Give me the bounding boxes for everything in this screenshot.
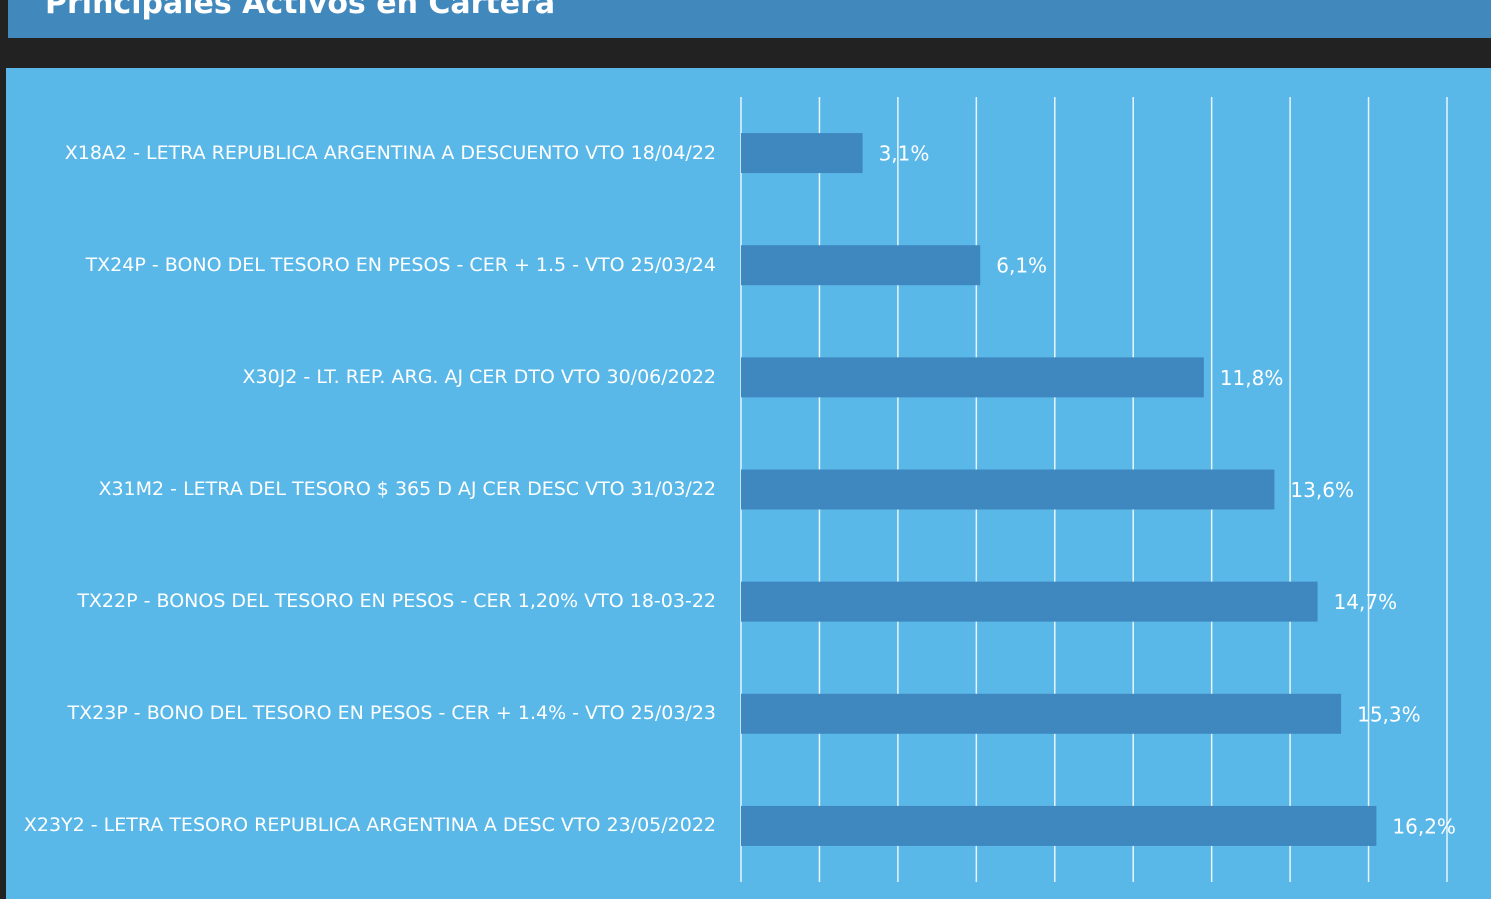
category-label-box: X31M2 - LETRA DEL TESORO $ 365 D AJ CER … bbox=[16, 433, 716, 545]
category-label-box: TX24P - BONO DEL TESORO EN PESOS - CER +… bbox=[16, 209, 716, 321]
bar bbox=[741, 805, 1377, 846]
chart-title: Principales Activos en Cartera bbox=[45, 0, 556, 21]
value-label: 13,6% bbox=[1290, 478, 1354, 502]
bar bbox=[741, 245, 981, 286]
category-label-box: TX23P - BONO DEL TESORO EN PESOS - CER +… bbox=[16, 658, 716, 770]
y-tick-label: TX23P - BONO DEL TESORO EN PESOS - CER +… bbox=[67, 702, 716, 725]
value-label: 15,3% bbox=[1357, 702, 1421, 726]
value-label: 11,8% bbox=[1220, 366, 1284, 390]
y-tick-label: X31M2 - LETRA DEL TESORO $ 365 D AJ CER … bbox=[98, 477, 716, 500]
value-label: 14,7% bbox=[1334, 590, 1398, 614]
bar bbox=[741, 357, 1204, 398]
bar bbox=[741, 693, 1342, 734]
value-label: 3,1% bbox=[879, 142, 930, 166]
y-tick-label: TX24P - BONO DEL TESORO EN PESOS - CER +… bbox=[85, 253, 716, 276]
category-label-box: TX22P - BONOS DEL TESORO EN PESOS - CER … bbox=[16, 546, 716, 658]
bar bbox=[741, 133, 863, 174]
value-label: 6,1% bbox=[996, 254, 1047, 278]
bar bbox=[741, 469, 1275, 510]
y-tick-label: TX22P - BONOS DEL TESORO EN PESOS - CER … bbox=[77, 590, 716, 613]
y-tick-label: X23Y2 - LETRA TESORO REPUBLICA ARGENTINA… bbox=[23, 814, 716, 837]
category-label-box: X30J2 - LT. REP. ARG. AJ CER DTO VTO 30/… bbox=[16, 321, 717, 433]
bar bbox=[741, 581, 1318, 622]
category-label-box: X18A2 - LETRA REPUBLICA ARGENTINA A DESC… bbox=[16, 97, 716, 209]
value-label: 16,2% bbox=[1392, 814, 1456, 838]
header: Principales Activos en Cartera bbox=[8, 0, 1491, 38]
y-tick-label: X18A2 - LETRA REPUBLICA ARGENTINA A DESC… bbox=[64, 141, 716, 164]
y-tick-label: X30J2 - LT. REP. ARG. AJ CER DTO VTO 30/… bbox=[242, 365, 717, 388]
category-label-box: X23Y2 - LETRA TESORO REPUBLICA ARGENTINA… bbox=[16, 770, 716, 882]
